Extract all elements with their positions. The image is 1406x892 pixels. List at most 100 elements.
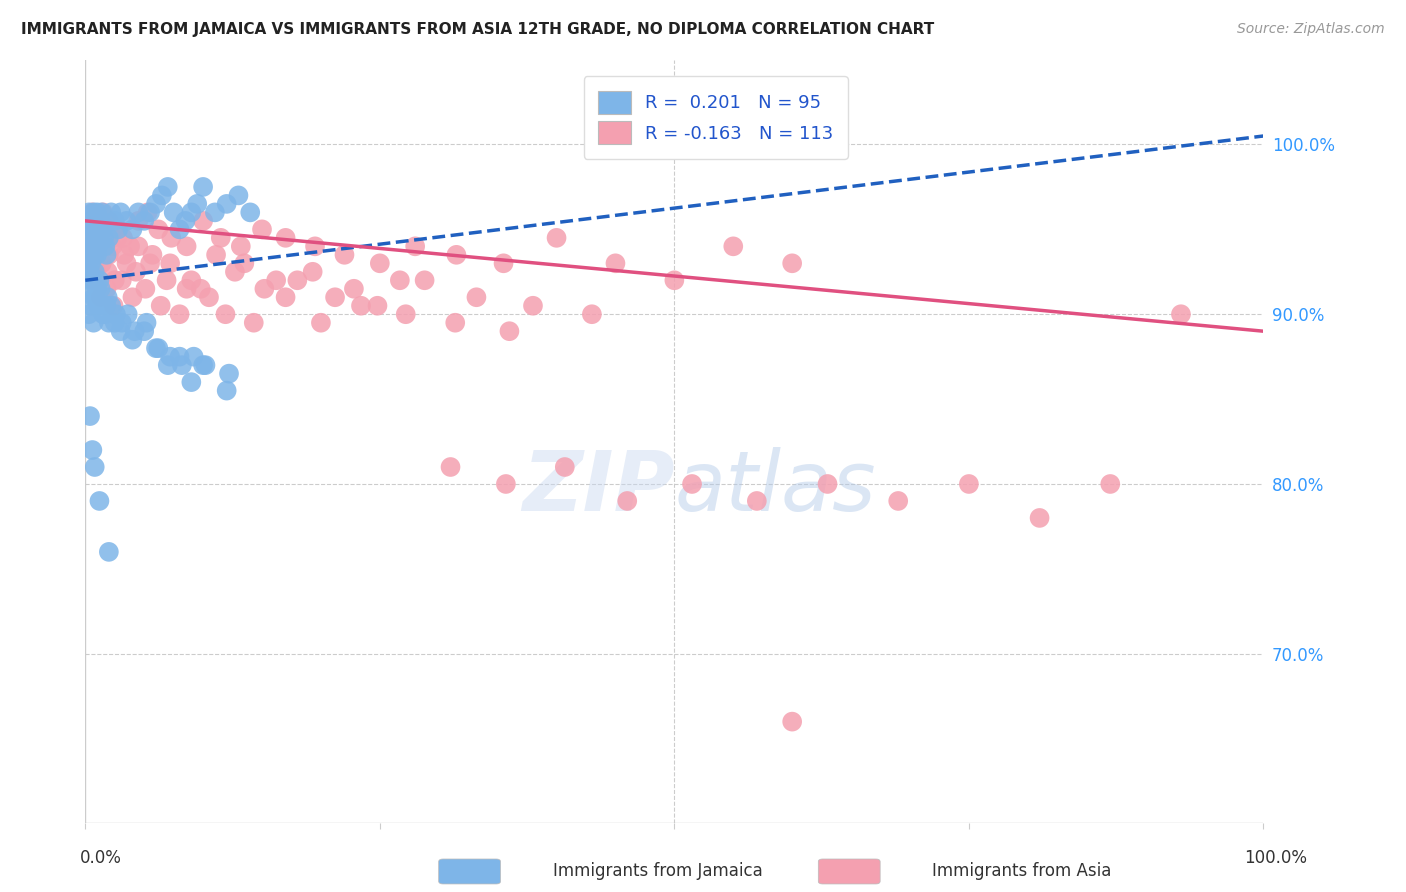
Point [121, 333, 143, 347]
Point [91, 222, 114, 236]
Point [160, 231, 183, 245]
Point [91, 239, 114, 253]
Point [80, 256, 103, 270]
Point [82, 273, 104, 287]
Point [84, 214, 107, 228]
Point [498, 324, 520, 338]
Point [110, 205, 132, 219]
Point [169, 307, 191, 321]
Point [191, 180, 214, 194]
Point [84, 290, 107, 304]
Point [79, 239, 101, 253]
Point [228, 188, 250, 202]
Point [77, 239, 100, 253]
Point [887, 494, 910, 508]
Text: 0.0%: 0.0% [80, 849, 122, 867]
Point [446, 248, 468, 262]
Point [83, 460, 105, 475]
Point [89, 273, 111, 287]
Point [148, 341, 170, 355]
Point [125, 265, 148, 279]
Point [388, 273, 411, 287]
Point [97, 316, 120, 330]
Point [83, 239, 105, 253]
Point [77, 248, 100, 262]
Point [97, 248, 120, 262]
Point [77, 214, 100, 228]
Point [239, 205, 262, 219]
Point [104, 214, 127, 228]
Point [96, 282, 118, 296]
Text: IMMIGRANTS FROM JAMAICA VS IMMIGRANTS FROM ASIA 12TH GRADE, NO DIPLOMA CORRELATI: IMMIGRANTS FROM JAMAICA VS IMMIGRANTS FR… [21, 22, 935, 37]
Point [90, 282, 112, 296]
Point [97, 265, 120, 279]
Point [94, 231, 117, 245]
Point [150, 188, 173, 202]
Point [104, 316, 127, 330]
Point [90, 214, 112, 228]
Point [121, 222, 143, 236]
Text: Immigrants from Asia: Immigrants from Asia [932, 863, 1112, 880]
Point [111, 273, 134, 287]
Point [115, 256, 138, 270]
Point [86, 205, 108, 219]
Point [83, 248, 105, 262]
Point [77, 205, 100, 219]
Point [84, 265, 107, 279]
Point [169, 350, 191, 364]
Point [350, 299, 373, 313]
Point [76, 256, 98, 270]
Point [83, 222, 105, 236]
Point [214, 307, 236, 321]
Point [366, 299, 388, 313]
Point [194, 358, 217, 372]
Point [86, 248, 108, 262]
Point [93, 307, 115, 321]
Point [80, 222, 103, 236]
Point [90, 290, 112, 304]
Point [723, 239, 745, 253]
Point [209, 231, 232, 245]
Point [103, 299, 125, 313]
Point [522, 299, 544, 313]
Point [817, 477, 839, 491]
Point [134, 282, 156, 296]
Point [163, 205, 186, 219]
Point [77, 307, 100, 321]
Point [145, 341, 167, 355]
Point [79, 256, 101, 270]
Point [82, 273, 104, 287]
Point [80, 231, 103, 245]
Point [83, 265, 105, 279]
Point [780, 256, 803, 270]
Point [117, 307, 139, 321]
Point [554, 460, 576, 475]
Point [253, 282, 276, 296]
Point [83, 231, 105, 245]
Point [101, 239, 124, 253]
Point [90, 214, 112, 228]
Point [83, 248, 105, 262]
Point [190, 282, 212, 296]
Point [84, 239, 107, 253]
Point [91, 307, 114, 321]
Point [87, 231, 110, 245]
Point [94, 239, 117, 253]
Point [104, 273, 127, 287]
Point [77, 273, 100, 287]
Point [176, 282, 198, 296]
Point [100, 299, 122, 313]
Text: atlas: atlas [675, 447, 876, 528]
Point [183, 350, 205, 364]
Point [309, 316, 332, 330]
Point [155, 273, 177, 287]
Point [492, 256, 515, 270]
Point [301, 265, 323, 279]
Point [156, 358, 179, 372]
Point [83, 290, 105, 304]
Point [79, 409, 101, 423]
Point [233, 256, 256, 270]
Point [191, 358, 214, 372]
Point [82, 222, 104, 236]
Point [141, 248, 163, 262]
